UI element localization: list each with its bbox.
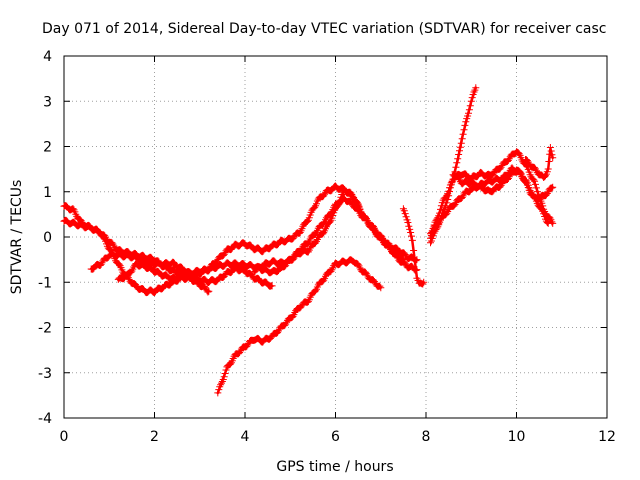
series-markers <box>214 256 385 397</box>
x-tick-labels: 0 2 4 6 8 10 12 <box>60 429 616 445</box>
chart-title: Day 071 of 2014, Sidereal Day-to-day VTE… <box>42 21 606 37</box>
series-sat-d <box>114 260 213 296</box>
grid-lines <box>64 56 607 418</box>
series-sat-e <box>250 186 421 276</box>
series-sat-b <box>60 216 276 297</box>
series-sat-k <box>449 166 557 203</box>
series-sat-f <box>214 256 385 397</box>
x-tick-label: 6 <box>331 429 340 445</box>
series-layer <box>60 84 557 397</box>
y-tick-label: 4 <box>43 49 52 65</box>
x-tick-label: 10 <box>508 429 526 445</box>
x-tick-label: 4 <box>241 429 250 445</box>
y-tick-label: -3 <box>38 366 52 382</box>
x-tick-label: 12 <box>598 429 616 445</box>
y-tick-label: -2 <box>38 321 52 337</box>
y-tick-label: -1 <box>38 275 52 291</box>
y-tick-labels: -4 -3 -2 -1 0 1 2 3 4 <box>38 49 52 427</box>
x-axis-label: GPS time / hours <box>276 459 393 475</box>
axis-ticks <box>63 55 608 419</box>
series-markers <box>250 186 421 276</box>
x-tick-label: 8 <box>422 429 431 445</box>
series-sat-g <box>399 205 428 288</box>
y-tick-label: 0 <box>43 230 52 246</box>
y-axis-label: SDTVAR / TECUs <box>9 180 25 295</box>
y-tick-label: 1 <box>43 185 52 201</box>
y-tick-label: -4 <box>38 411 52 427</box>
x-tick-label: 2 <box>150 429 159 445</box>
series-markers <box>399 205 428 288</box>
y-tick-label: 2 <box>43 140 52 156</box>
series-markers <box>114 260 213 296</box>
y-tick-label: 3 <box>43 94 52 110</box>
x-tick-label: 0 <box>60 429 69 445</box>
series-markers <box>522 144 557 181</box>
series-sat-l <box>522 144 557 181</box>
series-markers <box>449 166 557 203</box>
